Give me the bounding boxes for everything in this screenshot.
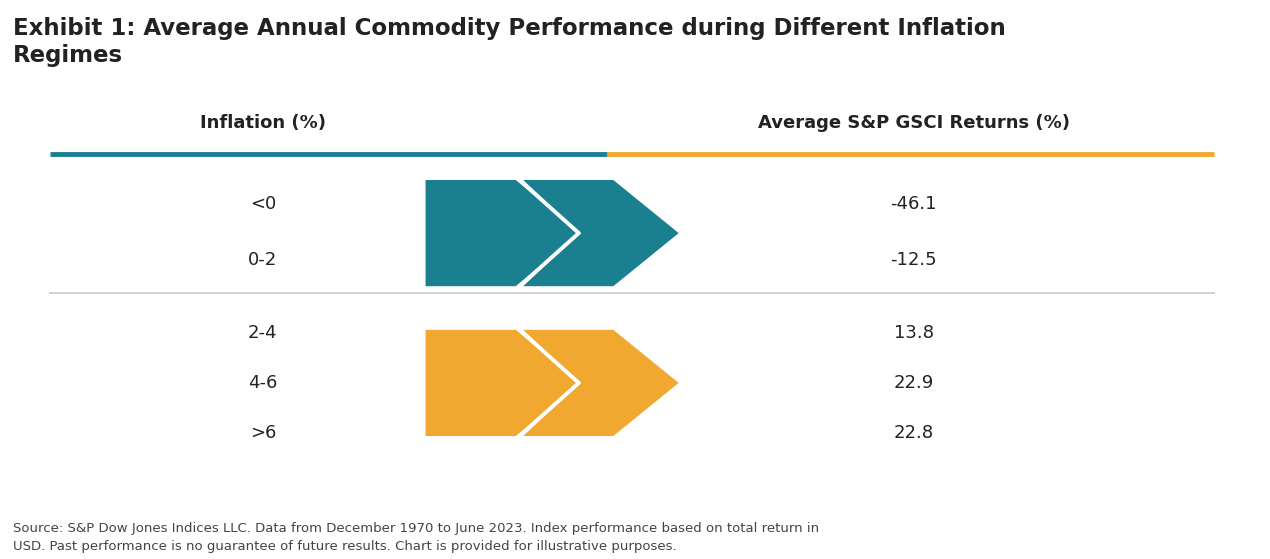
Text: >6: >6 (250, 424, 276, 442)
Text: 13.8: 13.8 (894, 324, 933, 342)
Text: Source: S&P Dow Jones Indices LLC. Data from December 1970 to June 2023. Index p: Source: S&P Dow Jones Indices LLC. Data … (13, 523, 819, 553)
Text: 4-6: 4-6 (248, 374, 278, 392)
Text: 22.8: 22.8 (894, 424, 933, 442)
Text: 0-2: 0-2 (248, 251, 277, 269)
Text: Inflation (%): Inflation (%) (199, 115, 326, 132)
Text: 22.9: 22.9 (894, 374, 933, 392)
Text: Exhibit 1: Average Annual Commodity Performance during Different Inflation
Regim: Exhibit 1: Average Annual Commodity Perf… (13, 17, 1006, 67)
Text: 2-4: 2-4 (248, 324, 278, 342)
Polygon shape (425, 330, 582, 436)
Polygon shape (425, 180, 582, 286)
Text: -46.1: -46.1 (890, 195, 937, 213)
Text: -12.5: -12.5 (890, 251, 937, 269)
Polygon shape (523, 180, 678, 286)
Text: <0: <0 (250, 195, 276, 213)
Polygon shape (523, 330, 678, 436)
Text: Average S&P GSCI Returns (%): Average S&P GSCI Returns (%) (758, 115, 1069, 132)
